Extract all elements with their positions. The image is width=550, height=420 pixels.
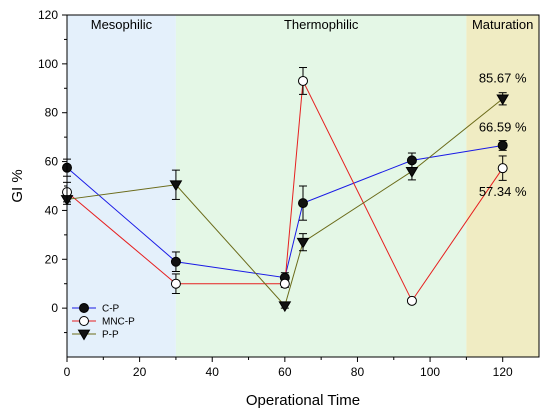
y-tick-label-4: 80 [45,106,59,120]
legend-marker-p-p [77,329,91,341]
series-lines [66,79,504,307]
y-tick-label-0: 0 [51,301,58,315]
phase-bands [67,15,539,357]
legend-label-mnc-p: MNC-P [102,317,135,328]
x-tick-label-6: 120 [493,365,513,379]
y-axis-title: GI % [9,169,26,202]
series-line-mnc-p [66,79,504,302]
y-tick-label-6: 120 [38,8,58,22]
x-axis-ticks: 0 20 40 60 80 100 120 [64,357,513,379]
marker-c-p [298,198,308,209]
annotation-1: 66.59 % [479,119,527,134]
legend: C-P MNC-P P-P [72,303,135,341]
marker-mnc-p [170,278,181,289]
marker-c-p [406,155,417,166]
phase-label-2: Maturation [472,17,533,32]
annotation-0: 85.67 % [479,71,527,86]
marker-p-p [496,94,510,106]
x-tick-label-0: 0 [64,365,71,379]
marker-p-p [296,237,310,249]
marker-p-p [405,166,419,178]
y-tick-label-2: 40 [45,203,59,217]
annotation-2: 57.34 % [479,184,527,199]
y-axis-ticks: 0 20 40 60 80 100 120 [38,8,67,334]
marker-mnc-p [497,163,508,174]
y-tick-label-3: 60 [45,155,59,169]
phase-label-0: Mesophilic [91,17,153,32]
marker-p-p [278,301,292,313]
data-markers [60,75,510,313]
phase-band-2 [466,15,539,357]
marker-c-p [170,256,181,267]
legend-label-p-p: P-P [102,330,119,341]
marker-mnc-p [406,295,417,306]
x-tick-label-3: 60 [278,365,292,379]
marker-p-p [169,180,183,192]
marker-mnc-p [279,278,290,289]
series-line-c-p [66,144,503,279]
x-tick-label-1: 20 [133,365,147,379]
marker-c-p [497,140,508,151]
annotations: 85.67 % 66.59 % 57.34 % [479,71,527,200]
x-axis-title: Operational Time [246,392,360,409]
x-tick-label-4: 80 [351,365,365,379]
legend-label-c-p: C-P [102,304,120,315]
x-tick-label-5: 100 [420,365,440,379]
x-tick-label-2: 40 [206,365,220,379]
legend-marker-mnc-p [79,316,89,326]
series-line-p-p [66,98,504,307]
y-tick-label-1: 20 [45,252,59,266]
phase-label-1: Thermophilic [284,17,359,32]
phase-band-1 [175,15,467,357]
phase-labels: Mesophilic Thermophilic Maturation [91,17,534,32]
y-tick-label-5: 100 [38,57,58,71]
phase-band-0 [67,15,176,357]
marker-mnc-p [298,75,308,86]
legend-marker-c-p [79,303,89,313]
